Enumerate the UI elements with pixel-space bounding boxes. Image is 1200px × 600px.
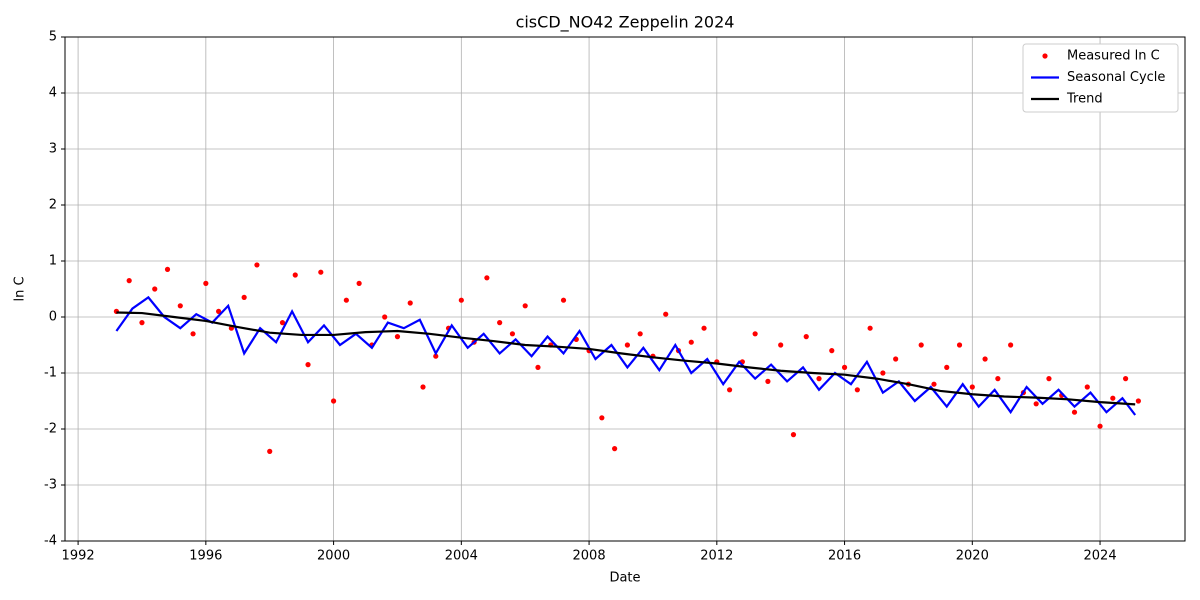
y-tick-label: 1 [49, 254, 57, 269]
x-tick-label: 1996 [189, 549, 222, 564]
data-point [841, 364, 848, 370]
data-point [420, 384, 426, 390]
data-point [1110, 395, 1116, 401]
data-point [382, 314, 388, 320]
legend-box [1022, 43, 1179, 113]
x-tick-label: 2000 [317, 549, 350, 564]
data-point [279, 320, 286, 326]
data-point [944, 364, 950, 370]
data-point [995, 376, 1001, 382]
y-tick-label: 0 [49, 310, 57, 325]
data-point [765, 378, 771, 384]
legend-label: Measured ln C [1067, 49, 1160, 64]
x-tick-label: 2004 [445, 549, 478, 564]
x-tick-label: 1992 [62, 549, 95, 564]
data-point [560, 297, 567, 303]
data-point [854, 387, 860, 393]
data-point [152, 286, 158, 292]
series-line [115, 295, 1137, 416]
x-tick-label: 2024 [1084, 549, 1117, 564]
data-point [956, 342, 963, 348]
legend-label: Seasonal Cycle [1067, 70, 1165, 85]
data-point [1033, 401, 1039, 407]
data-point [624, 342, 630, 348]
data-point [343, 297, 349, 303]
y-tick-label: -2 [44, 422, 57, 437]
data-point [407, 300, 413, 306]
y-tick-label: 4 [49, 86, 57, 101]
data-point [292, 272, 298, 278]
data-point [139, 320, 145, 326]
data-point [1071, 409, 1078, 415]
data-point [880, 370, 886, 376]
data-point [969, 384, 975, 390]
data-point [688, 339, 694, 345]
data-point [803, 334, 809, 340]
y-tick-label: 2 [49, 198, 57, 213]
data-point [216, 308, 222, 314]
x-tick-label: 2008 [573, 549, 606, 564]
data-point [816, 376, 822, 382]
data-point [522, 303, 528, 309]
legend: Measured ln C Seasonal Cycle Trend [1022, 43, 1179, 113]
data-point [433, 353, 439, 359]
y-axis-label: ln C [13, 276, 28, 301]
data-point [599, 415, 605, 421]
data-point [330, 398, 337, 404]
data-point [356, 280, 362, 286]
data-point [790, 432, 797, 438]
data-point [931, 381, 937, 387]
data-point [509, 331, 516, 337]
data-point [305, 362, 311, 368]
data-point [893, 356, 899, 362]
data-point [177, 303, 183, 309]
x-axis-label: Date [609, 571, 640, 586]
data-point [637, 331, 643, 337]
data-point [1097, 423, 1103, 429]
plot-frame [64, 36, 1186, 542]
legend-label: Trend [1066, 92, 1103, 107]
legend-marker [1042, 53, 1048, 59]
data-point [458, 297, 464, 303]
data-point [701, 325, 707, 331]
data-point [203, 280, 209, 286]
chart-title: cisCD_NO42 Zeppelin 2024 [516, 13, 735, 33]
data-point [254, 262, 260, 268]
series-line [116, 311, 1136, 406]
y-tick-label: -3 [44, 478, 57, 493]
y-tick-label: -1 [44, 366, 57, 381]
data-point [1084, 384, 1090, 390]
data-point [394, 334, 401, 340]
data-point [726, 387, 733, 393]
data-point [267, 448, 273, 454]
data-point [829, 348, 835, 354]
data-point [164, 266, 171, 272]
data-point [867, 325, 873, 331]
data-point [612, 446, 618, 452]
data-point [126, 278, 132, 284]
data-point [318, 269, 324, 275]
data-point [535, 364, 541, 370]
y-tick-label: 5 [49, 30, 57, 45]
x-tick-label: 2020 [956, 549, 989, 564]
data-point [982, 356, 988, 362]
data-point [778, 342, 784, 348]
x-tick-label: 2016 [828, 549, 861, 564]
data-point [241, 294, 247, 300]
data-point [918, 342, 924, 348]
data-point [497, 320, 503, 326]
data-point [1135, 398, 1141, 404]
data-point [1008, 342, 1014, 348]
data-point [663, 311, 669, 317]
x-tick-label: 2012 [700, 549, 733, 564]
data-point [1122, 376, 1129, 382]
data-point [484, 275, 490, 281]
data-point [190, 331, 196, 337]
y-tick-label: -4 [44, 534, 57, 549]
data-point [752, 331, 758, 337]
data-point [1046, 376, 1052, 382]
y-tick-label: 3 [49, 142, 57, 157]
